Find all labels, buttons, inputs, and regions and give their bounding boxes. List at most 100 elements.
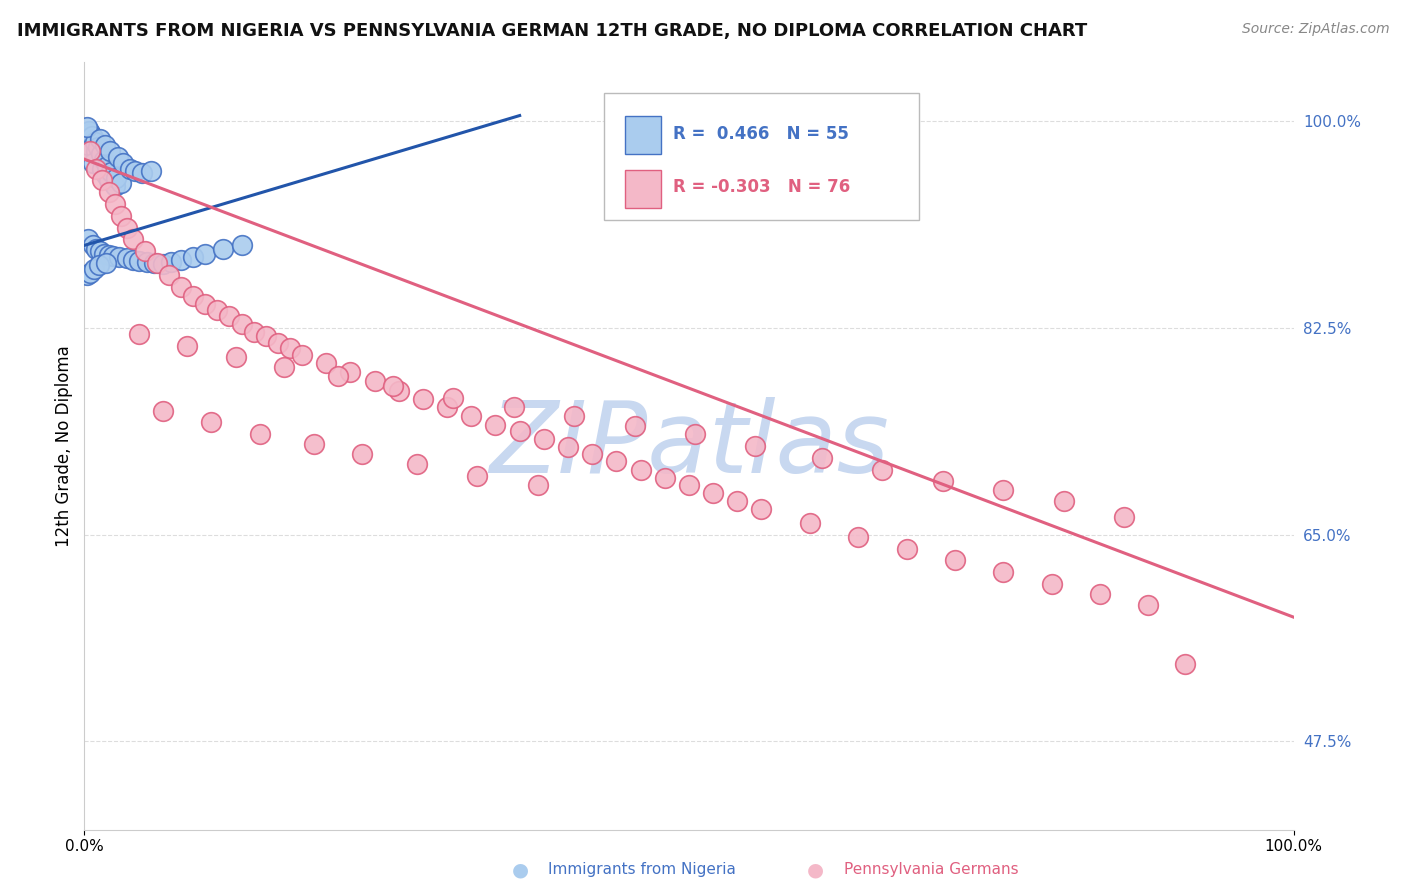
Text: Pennsylvania Germans: Pennsylvania Germans xyxy=(844,863,1018,877)
Point xyxy=(1114,509,1136,524)
Point xyxy=(315,356,337,370)
Point xyxy=(623,419,645,434)
Point xyxy=(194,246,217,260)
Point xyxy=(811,450,834,465)
Y-axis label: 12th Grade, No Diploma: 12th Grade, No Diploma xyxy=(55,345,73,547)
Point xyxy=(212,242,235,256)
Point xyxy=(254,329,277,343)
Point xyxy=(115,220,138,235)
Point xyxy=(128,253,150,268)
Point xyxy=(89,244,111,259)
Point xyxy=(83,132,105,146)
Point xyxy=(96,159,118,173)
Point xyxy=(87,259,110,273)
Point xyxy=(1088,586,1111,600)
Point xyxy=(267,336,290,351)
Point xyxy=(139,164,162,178)
Point xyxy=(200,416,222,430)
Point xyxy=(242,325,264,339)
Point xyxy=(725,494,748,508)
Point xyxy=(467,468,489,483)
Text: R = -0.303   N = 76: R = -0.303 N = 76 xyxy=(673,178,851,196)
Point xyxy=(82,238,104,252)
Point xyxy=(441,391,464,405)
Point xyxy=(79,144,101,158)
Point xyxy=(160,255,183,269)
Point xyxy=(194,297,217,311)
Point xyxy=(527,478,550,492)
Point xyxy=(533,432,555,446)
Point xyxy=(207,303,229,318)
Point xyxy=(79,126,101,140)
Point xyxy=(406,457,429,471)
Point xyxy=(678,478,700,492)
Text: ●: ● xyxy=(807,860,824,880)
Point xyxy=(76,120,98,135)
Point xyxy=(249,427,271,442)
Point xyxy=(502,400,524,414)
Point xyxy=(363,374,385,388)
Point xyxy=(86,140,108,154)
Point xyxy=(381,379,404,393)
Point xyxy=(339,365,361,379)
Point xyxy=(846,530,869,544)
Text: ZIPatlas: ZIPatlas xyxy=(489,398,889,494)
Point xyxy=(630,462,652,476)
Point xyxy=(124,164,146,178)
Point xyxy=(509,424,531,438)
Point xyxy=(104,179,127,194)
Point xyxy=(86,242,108,256)
Point xyxy=(1040,577,1063,591)
Point xyxy=(605,454,627,468)
Point xyxy=(181,250,204,264)
Point xyxy=(993,483,1015,497)
Point xyxy=(170,279,193,293)
Point xyxy=(80,128,103,143)
Point xyxy=(90,147,112,161)
Point xyxy=(93,246,115,260)
Text: Immigrants from Nigeria: Immigrants from Nigeria xyxy=(548,863,737,877)
Point xyxy=(94,256,117,270)
Point xyxy=(872,462,894,476)
Text: ●: ● xyxy=(512,860,529,880)
Point xyxy=(131,166,153,180)
Point xyxy=(104,171,127,186)
Point xyxy=(84,135,107,149)
Point xyxy=(128,326,150,341)
Point xyxy=(993,566,1015,580)
Point xyxy=(97,248,120,262)
Point xyxy=(94,138,117,153)
Point xyxy=(291,348,314,362)
Bar xyxy=(624,116,661,154)
Point xyxy=(121,252,143,267)
Bar xyxy=(624,169,661,208)
Point xyxy=(436,400,458,414)
Text: R =  0.466   N = 55: R = 0.466 N = 55 xyxy=(673,125,849,143)
Point xyxy=(388,384,411,398)
Point xyxy=(702,486,724,500)
Point xyxy=(87,150,110,164)
Point xyxy=(143,256,166,270)
Point xyxy=(751,501,773,516)
Point xyxy=(97,186,120,200)
Point xyxy=(328,369,350,384)
Point xyxy=(94,168,117,182)
Text: Source: ZipAtlas.com: Source: ZipAtlas.com xyxy=(1241,22,1389,37)
Point xyxy=(77,124,100,138)
Point xyxy=(273,359,295,374)
Point xyxy=(146,256,169,270)
Point xyxy=(82,155,104,169)
Point xyxy=(557,440,579,454)
Point xyxy=(1137,599,1160,613)
Point xyxy=(683,427,706,442)
Point xyxy=(176,339,198,353)
Point xyxy=(943,553,966,567)
Point xyxy=(91,173,114,187)
FancyBboxPatch shape xyxy=(605,93,918,219)
Point xyxy=(110,209,132,223)
Point xyxy=(744,439,766,453)
Point xyxy=(110,176,132,190)
Point xyxy=(97,173,120,187)
Point xyxy=(932,475,955,489)
Point xyxy=(218,309,240,323)
